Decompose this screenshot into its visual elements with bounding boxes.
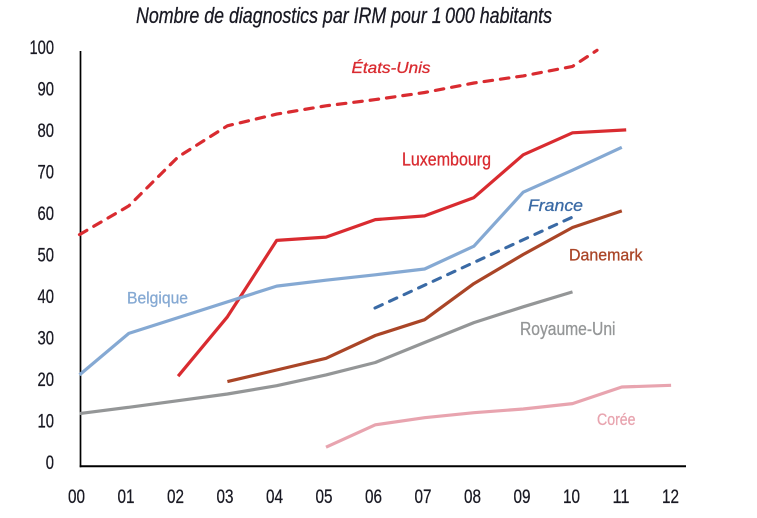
svg-text:États-Unis: États-Unis [352, 58, 431, 77]
svg-text:03: 03 [217, 487, 234, 508]
svg-text:50: 50 [38, 246, 55, 267]
svg-text:08: 08 [464, 487, 481, 508]
svg-text:02: 02 [167, 487, 184, 508]
svg-text:30: 30 [38, 329, 55, 350]
svg-text:00: 00 [68, 487, 85, 508]
svg-text:60: 60 [38, 204, 55, 225]
svg-text:Luxembourg: Luxembourg [402, 150, 491, 170]
svg-text:90: 90 [38, 79, 55, 100]
svg-text:01: 01 [118, 487, 135, 508]
svg-text:07: 07 [415, 487, 432, 508]
svg-text:Royaume-Uni: Royaume-Uni [520, 319, 616, 339]
svg-text:40: 40 [38, 287, 55, 308]
svg-text:France: France [528, 196, 583, 215]
svg-text:100: 100 [30, 38, 55, 59]
svg-text:12: 12 [662, 487, 679, 508]
svg-text:20: 20 [38, 370, 55, 391]
svg-text:0: 0 [46, 453, 54, 474]
svg-text:70: 70 [38, 163, 55, 184]
svg-text:09: 09 [514, 487, 531, 508]
svg-text:80: 80 [38, 121, 55, 142]
svg-text:05: 05 [316, 487, 333, 508]
svg-text:06: 06 [365, 487, 382, 508]
svg-text:Nombre de diagnostics par IRM: Nombre de diagnostics par IRM pour 1 000… [136, 3, 552, 28]
svg-text:Corée: Corée [597, 410, 636, 429]
svg-text:10: 10 [38, 412, 55, 433]
svg-text:11: 11 [613, 487, 630, 508]
svg-text:10: 10 [563, 487, 580, 508]
svg-text:04: 04 [266, 487, 283, 508]
svg-text:Belgique: Belgique [127, 289, 188, 308]
svg-text:Danemark: Danemark [569, 246, 643, 265]
